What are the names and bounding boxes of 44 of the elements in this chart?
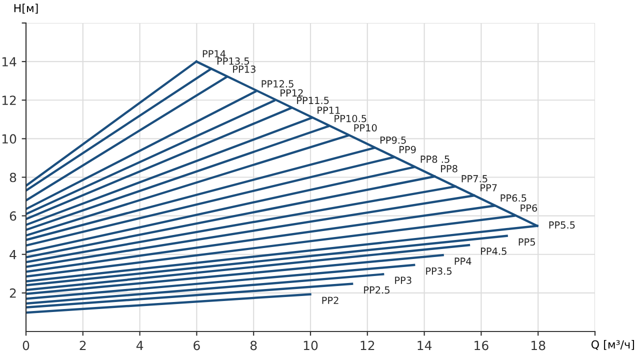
x-tick-label: 14 [418,340,432,350]
x-tick-label: 12 [360,340,374,350]
x-tick-label: 2 [80,340,86,350]
y-tick-label: 8 [10,172,16,182]
series-label: PP5.5 [549,221,575,229]
series-label: PP5 [518,238,535,246]
series-label: PP11 [318,106,340,114]
series-label: PP13.5 [217,57,250,65]
series-label: PP13 [233,66,256,73]
series-label: PP14 [202,50,226,58]
series-label: PP7.5 [462,175,488,182]
y-tick-label: 12 [2,96,16,105]
series-label: PP3 [395,276,412,284]
x-tick-label: 8 [250,340,257,350]
series-label: PP9.5 [380,136,406,144]
y-axis-title: H[м] [14,4,38,14]
series-label: PP2 [322,296,338,304]
series-label: PP6.5 [500,194,526,202]
series-label: PP3.5 [426,267,452,275]
y-tick-label: 14 [2,57,16,66]
series-label: PP11.5 [297,96,329,104]
y-tick-label: 6 [10,211,16,221]
x-tick-label: 0 [22,340,30,350]
series-label: PP4.5 [481,248,506,255]
x-axis-title: Q [м³/ч] [591,340,634,350]
x-tick-label: 16 [474,340,488,350]
series-label: PP9 [400,146,416,154]
series-label: PP10.5 [334,114,366,122]
series-label: PP10 [354,124,377,132]
x-tick-label: 18 [532,340,546,350]
series-label: PP12 [280,89,303,96]
series-label: PP7 [480,184,497,192]
y-tick-label: 10 [2,134,16,144]
series-label: PP8 .5 [420,156,450,163]
series-label: PP6 [520,204,538,212]
series-label: PP12.5 [262,80,294,88]
series-label: PP2.5 [364,286,390,294]
x-tick-label: 4 [136,340,144,350]
y-tick-label: 2 [10,288,16,298]
x-tick-label: 10 [304,340,318,350]
x-tick-label: 6 [194,340,200,350]
series-label: PP4 [454,258,472,265]
y-tick-label: 4 [10,250,16,260]
series-label: PP8 [441,165,458,172]
